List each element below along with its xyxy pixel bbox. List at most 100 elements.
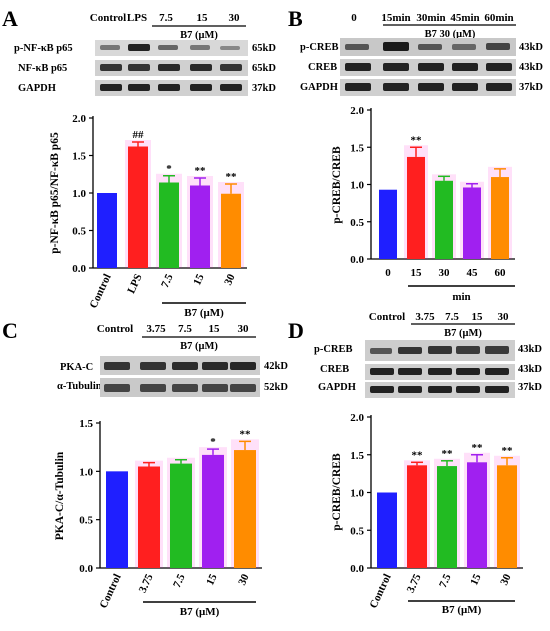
- x-axis-label: min: [452, 291, 470, 303]
- x-tick-label: 3.75: [137, 572, 156, 595]
- bar: [97, 193, 117, 268]
- blot-size: 65kD: [252, 43, 276, 54]
- lane-label: 15: [197, 12, 209, 24]
- lane-label: Control: [369, 311, 405, 323]
- y-tick-label: 1.0: [79, 466, 93, 478]
- significance-label: **: [412, 449, 424, 461]
- bar: [202, 454, 224, 568]
- x-tick-label: 15: [411, 267, 423, 279]
- blot-name: NF-κB p65: [18, 63, 67, 74]
- blot-name: p-NF-κB p65: [14, 43, 73, 54]
- lane-label: 7.5: [159, 12, 173, 24]
- bar: [159, 182, 179, 268]
- blot-name: GAPDH: [18, 83, 56, 94]
- bar: [377, 492, 397, 568]
- western-blot-image: [365, 340, 515, 398]
- x-tick-label: 3.75: [405, 572, 424, 595]
- lane-label: 15: [472, 311, 484, 323]
- significance-label: *: [166, 163, 172, 175]
- blot-name: CREB: [320, 364, 349, 375]
- blot-name: GAPDH: [318, 382, 356, 393]
- group-label: B7 (μM): [444, 328, 482, 339]
- bar: [435, 180, 453, 259]
- blot-size: 37kD: [519, 82, 543, 93]
- x-tick-label: Control: [87, 272, 113, 310]
- x-tick-label: Control: [367, 572, 393, 610]
- panel-b: B 0 15min 30min 45min 60min B7 30 (μM) p…: [288, 6, 543, 303]
- y-tick-label: 0.0: [350, 563, 364, 575]
- significance-label: *: [210, 436, 216, 448]
- bar: [379, 189, 397, 259]
- lane-label: Control: [97, 323, 133, 335]
- blot-name: PKA-C: [60, 362, 93, 373]
- panel-letter-b: B: [288, 6, 303, 31]
- western-blot-image: [340, 38, 516, 96]
- x-tick-label: 30: [439, 267, 451, 279]
- western-blot-image: [100, 356, 260, 397]
- blot-size: 43kD: [519, 62, 543, 73]
- blot-size: 52kD: [264, 382, 288, 393]
- panel-letter-d: D: [288, 318, 304, 343]
- blot-name: CREB: [308, 62, 337, 73]
- bar: [491, 177, 509, 259]
- bar: [463, 187, 481, 259]
- panel-c: C Control 3.75 7.5 15 30 B7 (μM) PKA-C α…: [2, 318, 288, 618]
- significance-label: **: [472, 442, 484, 454]
- y-tick-label: 1.5: [350, 450, 364, 462]
- lane-label: 30min: [416, 12, 445, 24]
- y-tick-label: 0.5: [350, 525, 364, 537]
- bar-chart-d: 0.0 0.5 1.0 1.5 2.0 p-CREB/CREB Control ** 3.75 *…: [331, 412, 523, 616]
- bar-chart-c: 0.0 0.5 1.0 1.5 PKA-C/α-Tubulin Control 3.75 7.…: [54, 418, 262, 618]
- x-axis-label: B7 (μM): [184, 307, 224, 319]
- x-tick-label: 30: [498, 572, 514, 587]
- lane-label: 45min: [450, 12, 479, 24]
- bar-chart-b: 0.0 0.5 1.0 1.5 2.0 p-CREB/CREB 0 ** 15 30 45 60 min: [331, 105, 515, 303]
- y-tick-label: 1.0: [350, 180, 364, 192]
- lane-label: 7.5: [178, 323, 192, 335]
- x-tick-label: Control: [97, 572, 123, 610]
- blot-size: 37kD: [252, 83, 276, 94]
- x-tick-label: 0: [385, 267, 391, 279]
- bar: [234, 450, 256, 568]
- x-tick-label: LPS: [125, 272, 144, 295]
- western-blot-image: [95, 40, 248, 96]
- blot-name: GAPDH: [300, 82, 338, 93]
- y-tick-label: 1.5: [72, 151, 86, 163]
- blot-name: α-Tubulin: [57, 381, 102, 392]
- x-axis-label: B7 (μM): [180, 606, 220, 618]
- y-tick-label: 0.0: [350, 254, 364, 266]
- bar: [190, 185, 210, 268]
- group-label: B7 (μM): [180, 30, 218, 41]
- y-tick-label: 2.0: [72, 113, 86, 125]
- y-tick-label: 0.5: [350, 217, 364, 229]
- significance-label: **: [195, 165, 207, 177]
- panel-a: A Control LPS 7.5 15 30 B7 (μM) p-NF-κB …: [2, 6, 276, 319]
- bar: [467, 462, 487, 568]
- x-tick-label: 15: [204, 572, 220, 587]
- y-tick-label: 1.5: [350, 142, 364, 154]
- bar: [437, 466, 457, 568]
- significance-label: **: [226, 171, 238, 183]
- blot-size: 42kD: [264, 361, 288, 372]
- y-axis-label: p-NF-κB p65/NF-κB p65: [49, 132, 61, 254]
- y-axis-label: p-CREB/CREB: [331, 146, 343, 224]
- blot-size: 43kD: [518, 364, 542, 375]
- x-tick-label: 7.5: [159, 272, 176, 290]
- lane-label: 30: [498, 311, 510, 323]
- lane-label: LPS: [127, 12, 147, 24]
- panel-letter-a: A: [2, 6, 18, 31]
- significance-label: **: [240, 428, 252, 440]
- y-tick-label: 0.5: [72, 226, 86, 238]
- y-tick-label: 1.0: [72, 188, 86, 200]
- y-tick-label: 0.0: [79, 563, 93, 575]
- x-tick-label: 7.5: [171, 572, 188, 590]
- bar: [407, 156, 425, 259]
- x-tick-label: 30: [236, 572, 252, 587]
- y-axis-label: PKA-C/α-Tubulin: [54, 451, 66, 540]
- significance-label: **: [411, 134, 423, 146]
- significance-label: ##: [133, 129, 145, 141]
- blot-size: 43kD: [519, 42, 543, 53]
- blot-size: 37kD: [518, 382, 542, 393]
- x-tick-label: 15: [468, 572, 484, 587]
